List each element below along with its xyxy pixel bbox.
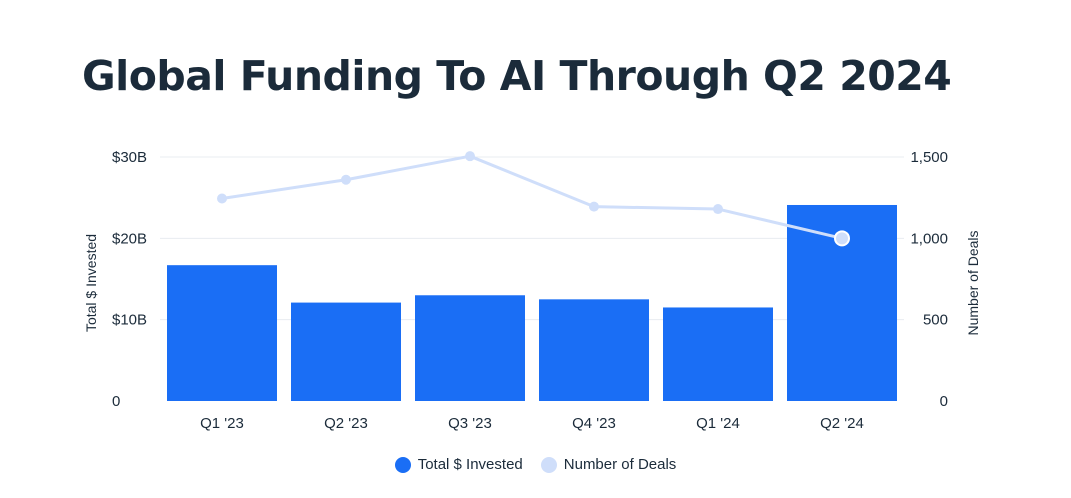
deals-point bbox=[217, 193, 227, 204]
right-axis-tick-label: 0 bbox=[940, 393, 948, 410]
legend-item-invested: Total $ Invested bbox=[394, 456, 523, 473]
right-axis-tick-label: 1,500 bbox=[910, 149, 948, 166]
bar bbox=[291, 302, 401, 401]
x-axis-tick-label: Q2 '23 bbox=[324, 415, 368, 432]
chart-legend: Total $ Invested Number of Deals bbox=[0, 456, 1071, 473]
deals-line bbox=[221, 154, 843, 240]
legend-swatch-invested bbox=[394, 456, 411, 473]
x-axis-tick-label: Q2 '24 bbox=[820, 415, 864, 432]
left-axis-tick-label: $10B bbox=[112, 312, 147, 329]
deals-point bbox=[713, 204, 723, 215]
bar-series bbox=[167, 204, 897, 401]
x-axis-tick-label: Q3 '23 bbox=[448, 415, 492, 432]
x-axis-tick-label: Q1 '24 bbox=[696, 415, 740, 432]
left-axis-tick-label: $20B bbox=[112, 230, 147, 247]
x-axis-tick-label: Q4 '23 bbox=[572, 415, 616, 432]
x-axis-ticks: Q1 '23 Q2 '23 Q3 '23 Q4 '23 Q1 '24 Q2 '24 bbox=[200, 415, 864, 432]
chart-canvas: 0 $10B $20B $30B 0 500 1,000 1,500 Q1 '23 Q2 '2… bbox=[83, 149, 981, 432]
bar bbox=[167, 265, 277, 401]
line-series bbox=[217, 151, 850, 247]
left-axis-title: Total $ Invested bbox=[83, 234, 99, 332]
right-axis-tick-label: 500 bbox=[923, 312, 948, 329]
legend-label-deals: Number of Deals bbox=[563, 456, 677, 473]
right-axis-title: Number of Deals bbox=[965, 230, 981, 335]
left-axis-ticks: 0 $10B $20B $30B bbox=[112, 149, 147, 410]
legend-label-invested: Total $ Invested bbox=[417, 456, 523, 473]
deals-point bbox=[465, 151, 475, 162]
bar bbox=[539, 299, 649, 401]
left-axis-tick-label: 0 bbox=[112, 393, 120, 410]
grid-lines bbox=[160, 156, 904, 321]
legend-swatch-deals bbox=[540, 456, 557, 473]
right-axis-ticks: 0 500 1,000 1,500 bbox=[910, 149, 948, 410]
deals-point bbox=[589, 201, 599, 212]
right-axis-tick-label: 1,000 bbox=[910, 230, 948, 247]
deals-point bbox=[834, 230, 850, 247]
chart-title: Global Funding To AI Through Q2 2024 bbox=[82, 52, 952, 100]
deals-point bbox=[341, 174, 351, 185]
legend-item-deals: Number of Deals bbox=[540, 456, 677, 473]
left-axis-tick-label: $30B bbox=[112, 149, 147, 166]
x-axis-tick-label: Q1 '23 bbox=[200, 415, 244, 432]
bar bbox=[663, 307, 773, 401]
bar bbox=[415, 295, 525, 401]
